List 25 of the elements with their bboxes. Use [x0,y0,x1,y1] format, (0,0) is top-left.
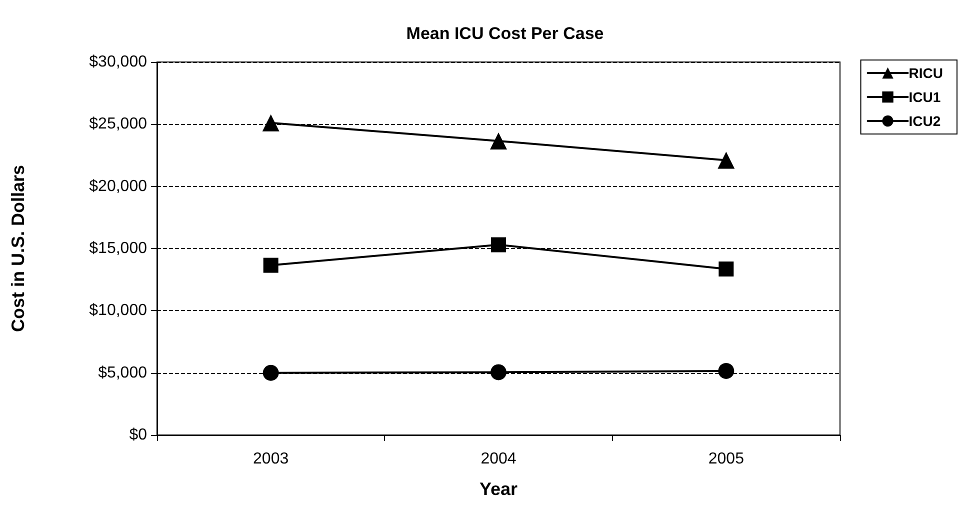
legend-label: RICU [908,65,944,81]
point [490,364,506,380]
chart-title: Mean ICU Cost Per Case [406,24,604,43]
point [263,258,278,273]
point [491,237,506,252]
point [718,362,734,379]
x-tick-label: 2005 [708,450,744,468]
x-tick-label: 2004 [480,450,516,468]
y-tick-label: $5,000 [98,364,148,382]
y-tick-label: $30,000 [89,54,148,70]
point [718,152,735,169]
point [490,132,507,150]
y-tick-label: $0 [129,426,148,444]
x-axis-title: Year [479,479,518,499]
point [262,114,280,132]
y-tick-label: $15,000 [89,240,148,257]
legend-label: ICU2 [908,113,941,129]
y-tick-label: $25,000 [89,116,148,133]
x-tick-label: 2003 [253,450,289,468]
legend-label: ICU1 [908,89,941,105]
y-tick-label: $10,000 [89,302,148,320]
point [262,364,279,381]
point [718,262,734,277]
y-axis-title: Cost in U.S. Dollars [8,164,28,332]
y-tick-label: $20,000 [89,178,148,195]
